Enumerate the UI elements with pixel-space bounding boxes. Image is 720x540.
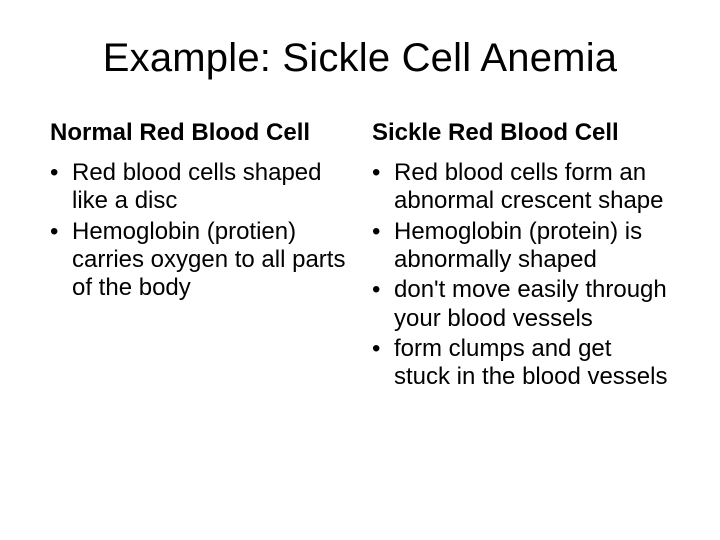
columns-container: Normal Red Blood Cell Red blood cells sh… <box>50 119 670 394</box>
list-item: Hemoglobin (protien) carries oxygen to a… <box>50 218 348 303</box>
left-column: Normal Red Blood Cell Red blood cells sh… <box>50 119 348 394</box>
right-column: Sickle Red Blood Cell Red blood cells fo… <box>372 119 670 394</box>
right-column-list: Red blood cells form an abnormal crescen… <box>372 159 670 392</box>
list-item: form clumps and get stuck in the blood v… <box>372 335 670 392</box>
list-item: don't move easily through your blood ves… <box>372 276 670 333</box>
list-item: Red blood cells form an abnormal crescen… <box>372 159 670 216</box>
list-item: Hemoglobin (protein) is abnormally shape… <box>372 218 670 275</box>
slide: Example: Sickle Cell Anemia Normal Red B… <box>0 0 720 540</box>
left-column-list: Red blood cells shaped like a disc Hemog… <box>50 159 348 303</box>
slide-title: Example: Sickle Cell Anemia <box>50 36 670 81</box>
right-column-heading: Sickle Red Blood Cell <box>372 119 670 147</box>
list-item: Red blood cells shaped like a disc <box>50 159 348 216</box>
left-column-heading: Normal Red Blood Cell <box>50 119 348 147</box>
